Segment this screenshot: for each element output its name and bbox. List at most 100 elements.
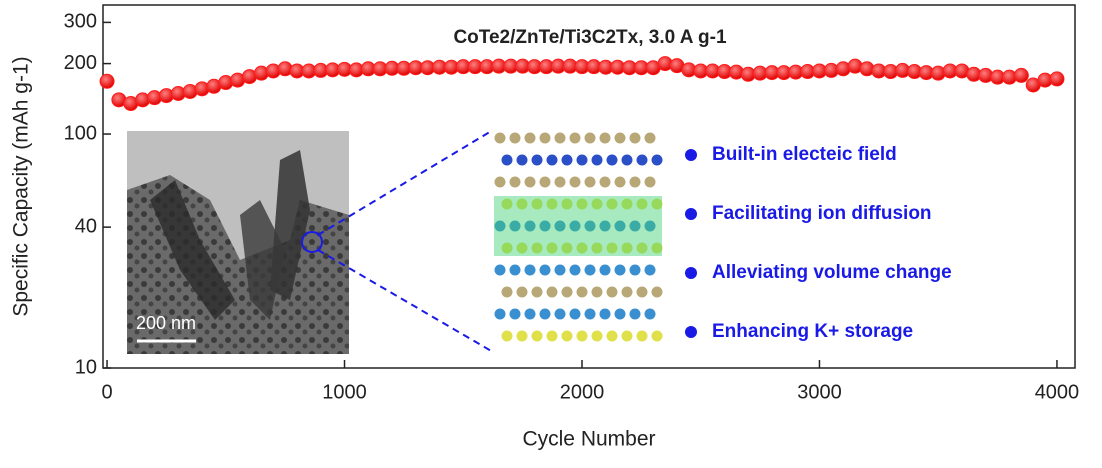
atom — [614, 264, 626, 276]
atom — [629, 308, 641, 320]
atom — [636, 286, 648, 298]
atom — [509, 264, 521, 276]
x-tick-label: 4000 — [1035, 381, 1080, 403]
atom — [606, 242, 618, 254]
atom — [554, 308, 566, 320]
atom — [524, 132, 536, 144]
atom — [584, 220, 596, 232]
atom — [524, 176, 536, 188]
atom — [599, 220, 611, 232]
y-tick-label: 300 — [64, 11, 97, 33]
atom — [531, 330, 543, 342]
atom — [561, 198, 573, 210]
y-tick-label: 10 — [75, 356, 97, 378]
atom — [599, 176, 611, 188]
bullet-dot — [685, 267, 697, 279]
atom — [651, 242, 663, 254]
atom — [569, 264, 581, 276]
y-tick-label: 200 — [64, 52, 97, 74]
x-tick-label: 2000 — [560, 381, 605, 403]
atom — [569, 132, 581, 144]
atom — [531, 286, 543, 298]
atom — [576, 154, 588, 166]
atom — [554, 220, 566, 232]
atom — [516, 330, 528, 342]
atom — [539, 264, 551, 276]
atom — [629, 264, 641, 276]
atom — [584, 308, 596, 320]
bullet-dot — [685, 326, 697, 338]
atom — [501, 330, 513, 342]
x-axis-label: Cycle Number — [522, 428, 655, 451]
atom — [539, 308, 551, 320]
atom — [509, 132, 521, 144]
data-point — [1049, 71, 1065, 87]
atom — [636, 242, 648, 254]
atom — [599, 308, 611, 320]
atom — [524, 308, 536, 320]
atom — [576, 330, 588, 342]
x-tick-label: 3000 — [797, 381, 842, 403]
atom — [524, 264, 536, 276]
atom — [644, 264, 656, 276]
atom — [621, 154, 633, 166]
atom — [531, 154, 543, 166]
bullet-text: Built-in electeic field — [712, 144, 897, 165]
atom — [516, 242, 528, 254]
atom — [606, 330, 618, 342]
atom — [501, 286, 513, 298]
atom — [554, 132, 566, 144]
chart-title: CoTe2/ZnTe/Ti3C2Tx, 3.0 A g-1 — [453, 27, 727, 48]
atom — [621, 198, 633, 210]
atom — [509, 176, 521, 188]
atom — [494, 220, 506, 232]
data-point — [1013, 67, 1029, 83]
x-tick-label: 1000 — [322, 381, 367, 403]
atom — [606, 198, 618, 210]
atom — [524, 220, 536, 232]
atom — [569, 220, 581, 232]
atom — [621, 286, 633, 298]
y-tick-label: 100 — [64, 122, 97, 144]
charge-density — [494, 196, 662, 256]
bullet-dot — [685, 149, 697, 161]
atom — [576, 198, 588, 210]
plot-frame — [102, 4, 1076, 369]
atom — [644, 176, 656, 188]
atom — [614, 220, 626, 232]
atom — [494, 264, 506, 276]
atom — [584, 132, 596, 144]
atom — [644, 132, 656, 144]
y-tick-label: 40 — [75, 215, 97, 237]
atom — [539, 220, 551, 232]
y-axis-label: Specific Capacity (mAh g-1) — [10, 56, 33, 316]
atom — [509, 220, 521, 232]
atom — [636, 330, 648, 342]
atom — [546, 154, 558, 166]
atom — [651, 198, 663, 210]
atom — [576, 286, 588, 298]
atom — [621, 330, 633, 342]
atom — [644, 308, 656, 320]
atom — [539, 132, 551, 144]
atom — [509, 308, 521, 320]
bullet-text: Enhancing K+ storage — [712, 321, 913, 342]
atom — [516, 286, 528, 298]
atom — [614, 176, 626, 188]
atom — [606, 286, 618, 298]
atom — [651, 286, 663, 298]
atom — [531, 198, 543, 210]
atom — [651, 330, 663, 342]
atom — [561, 330, 573, 342]
atom — [516, 154, 528, 166]
atom — [494, 132, 506, 144]
atom — [591, 286, 603, 298]
atom — [584, 176, 596, 188]
atom — [516, 198, 528, 210]
atom — [546, 198, 558, 210]
atom — [539, 176, 551, 188]
x-tick-label: 0 — [101, 381, 112, 403]
atom — [599, 132, 611, 144]
atom — [591, 330, 603, 342]
